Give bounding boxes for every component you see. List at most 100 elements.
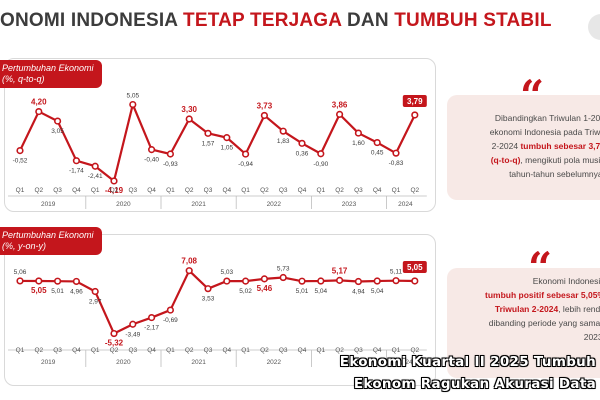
qtq-quarter-tick-label: Q3	[279, 187, 288, 194]
qtq-data-point	[373, 138, 381, 147]
qtq-data-label: 3,05	[51, 128, 64, 135]
qtq-quarter-tick-label: Q3	[128, 187, 137, 194]
qtq-quarter-tick-label: Q1	[241, 187, 250, 194]
yoy-data-label: 5,11	[390, 269, 403, 276]
qtq-data-point	[53, 117, 62, 125]
card2-line: dibanding periode yang sama t	[488, 318, 600, 328]
yoy-data-point	[53, 277, 62, 285]
yoy-data-label: 5,73	[277, 266, 290, 273]
qtq-data-label: 3,30	[181, 105, 197, 114]
yoy-year-label: 2019	[41, 359, 56, 366]
qtq-quarter-tick-label: Q3	[204, 187, 213, 194]
qtq-quarter-tick-label: Q4	[298, 187, 307, 194]
yoy-quarter-tick-label: Q1	[241, 347, 250, 354]
yoy-year-label: 2022	[267, 359, 282, 366]
card1-text: 2-2024	[491, 141, 521, 151]
yoy-quarter-tick-label: Q4	[298, 347, 307, 354]
yoy-quarter-tick-label: Q3	[53, 347, 62, 354]
qtq-data-label: -1,74	[69, 168, 84, 175]
qtq-data-point	[72, 157, 80, 165]
yoy-quarter-tick-label: Q2	[260, 347, 269, 354]
qtq-quarter-tick-label: Q1	[392, 187, 401, 194]
qtq-data-point	[279, 127, 287, 135]
yoy-quarter-tick-label: Q4	[222, 347, 231, 354]
qtq-note-card: Dibandingkan Triwulan 1-202 ekonomi Indo…	[447, 95, 600, 200]
qtq-data-label: -0,94	[238, 161, 253, 168]
qtq-data-point	[317, 150, 325, 158]
qtq-highlight-box	[402, 94, 427, 107]
qtq-data-label: -4,19	[105, 186, 124, 195]
yoy-tag-unit: (%, y-on-y)	[2, 241, 47, 251]
yoy-quarter-tick-label: Q1	[166, 347, 175, 354]
yoy-data-label: -0,69	[163, 317, 178, 324]
yoy-quarter-tick-label: Q3	[279, 347, 288, 354]
yoy-data-point	[298, 277, 306, 285]
qtq-data-label: -2,41	[88, 173, 103, 180]
qtq-tag-title: Pertumbuhan Ekonomi	[2, 63, 94, 73]
yoy-quarter-tick-label: Q4	[72, 347, 81, 354]
yoy-data-point	[35, 277, 43, 285]
qtq-data-point	[148, 146, 156, 154]
yoy-chart-tag: Pertumbuhan Ekonomi (%, y-on-y)	[0, 227, 102, 255]
title-part4: TUMBUH STABIL	[394, 10, 552, 31]
qtq-year-label: 2019	[41, 201, 56, 208]
yoy-quarter-tick-label: Q1	[16, 347, 25, 354]
yoy-data-point	[204, 285, 212, 293]
yoy-quarter-tick-label: Q1	[316, 347, 325, 354]
qtq-quarter-tick-label: Q2	[34, 187, 43, 194]
qtq-data-label: 1,57	[202, 140, 215, 147]
qtq-year-label: 2024	[398, 201, 413, 208]
yoy-quarter-tick-label: Q2	[335, 347, 344, 354]
qtq-quarter-tick-label: Q2	[410, 187, 419, 194]
qtq-chart-tag: Pertumbuhan Ekonomi (%, q-to-q)	[0, 60, 102, 88]
qtq-data-label: 3,86	[332, 100, 348, 109]
yoy-data-label: 5,06	[14, 269, 27, 276]
yoy-data-point	[373, 277, 381, 285]
yoy-note-card: Ekonomi Indonesia tumbuh positif sebesar…	[447, 268, 600, 378]
yoy-data-point	[411, 277, 419, 285]
yoy-quarter-tick-label: Q1	[91, 347, 100, 354]
qtq-year-label: 2020	[116, 201, 131, 208]
qtq-data-point	[354, 129, 363, 137]
qtq-data-label: -0,90	[313, 161, 328, 168]
yoy-data-label: 5,05	[407, 263, 423, 272]
yoy-data-label: 7,08	[181, 257, 197, 266]
yoy-data-point	[166, 306, 174, 314]
yoy-year-label: 2023	[342, 359, 357, 366]
qtq-quarter-tick-label: Q1	[316, 187, 325, 194]
qtq-quarter-tick-label: Q1	[91, 187, 100, 194]
yoy-data-label: 5,02	[239, 288, 252, 295]
yoy-data-point	[260, 275, 269, 283]
yoy-quarter-tick-label: Q3	[354, 347, 363, 354]
qtq-quarter-tick-label: Q4	[147, 187, 156, 194]
qtq-data-label: 0,45	[371, 150, 384, 157]
yoy-series-line	[19, 269, 415, 335]
title-part1: ONOMI INDONESIA	[0, 10, 184, 31]
qtq-quarter-tick-label: Q1	[166, 187, 175, 194]
qtq-data-label: -0,52	[13, 158, 28, 165]
page-title: ONOMI INDONESIA TETAP TERJAGA DAN TUMBUH…	[0, 10, 552, 32]
yoy-quarter-tick-label: Q2	[410, 347, 419, 354]
qtq-series-line	[19, 103, 416, 183]
card2-line: 2023.	[583, 332, 600, 342]
qtq-quarter-tick-label: Q3	[354, 187, 363, 194]
yoy-data-label: -2,17	[144, 325, 159, 332]
yoy-data-point	[317, 277, 325, 285]
qtq-quarter-tick-label: Q2	[260, 187, 269, 194]
yoy-year-label: 2021	[191, 359, 206, 366]
yoy-quarter-tick-label: Q2	[110, 347, 119, 354]
qtq-data-label: 1,83	[277, 138, 290, 145]
qtq-data-label: 4,20	[31, 98, 47, 107]
yoy-data-label: 5,03	[220, 269, 233, 276]
qtq-data-point	[392, 149, 400, 157]
card2-highlight: tumbuh positif sebesar 5,05%	[485, 290, 600, 300]
nav-circle-button[interactable]	[588, 14, 600, 40]
qtq-data-label: -0,93	[163, 161, 178, 168]
qtq-quarter-tick-label: Q2	[335, 187, 344, 194]
yoy-data-label: 5,04	[314, 288, 327, 295]
yoy-data-point	[16, 277, 24, 285]
yoy-quarter-tick-label: Q3	[128, 347, 137, 354]
quote-icon: “	[528, 243, 553, 292]
yoy-data-label: 5,17	[332, 266, 348, 275]
